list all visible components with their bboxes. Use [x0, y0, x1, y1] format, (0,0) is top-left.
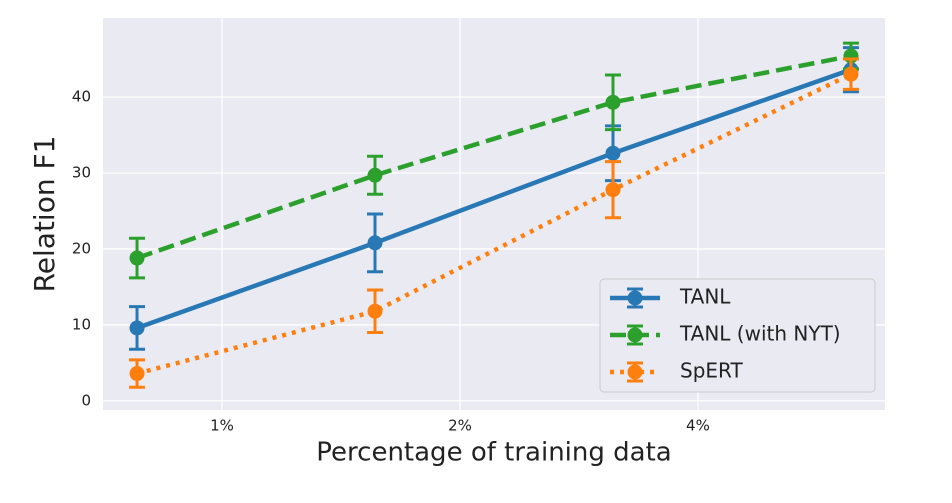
point	[367, 167, 383, 183]
legend: TANL TANL (with NYT) SpERT	[599, 278, 876, 393]
point	[129, 320, 145, 336]
series-line	[136, 53, 852, 261]
y-axis-label: Relation F1	[28, 136, 61, 293]
point	[605, 94, 621, 110]
marks	[129, 41, 859, 389]
x-axis-label: Percentage of training data	[316, 438, 671, 468]
legend-marker	[627, 327, 643, 343]
legend-swatch	[610, 361, 660, 383]
y-tick-label: 10	[72, 315, 91, 333]
point	[843, 66, 859, 82]
series-line	[136, 72, 852, 376]
y-tick-label: 20	[72, 239, 91, 257]
legend-label: SpERT	[680, 359, 743, 383]
y-tick-label: 40	[72, 88, 91, 106]
legend-label: TANL (with NYT)	[679, 322, 841, 346]
legend-swatch	[610, 324, 660, 346]
x-tick-label: 2%	[448, 417, 472, 435]
y-tick-label: 30	[72, 163, 91, 181]
point	[129, 250, 145, 266]
legend-marker	[627, 290, 643, 306]
point	[129, 366, 145, 382]
legend-box	[599, 278, 876, 393]
series-line	[136, 67, 852, 331]
point	[367, 235, 383, 251]
legend-swatch	[610, 287, 660, 309]
legend-marker	[627, 364, 643, 380]
y-tick-label: 0	[81, 391, 91, 409]
point	[367, 303, 383, 319]
x-tick-label: 4%	[686, 417, 710, 435]
legend-label: TANL	[679, 285, 731, 309]
point	[605, 145, 621, 161]
point	[605, 182, 621, 198]
x-tick-label: 1%	[210, 417, 234, 435]
